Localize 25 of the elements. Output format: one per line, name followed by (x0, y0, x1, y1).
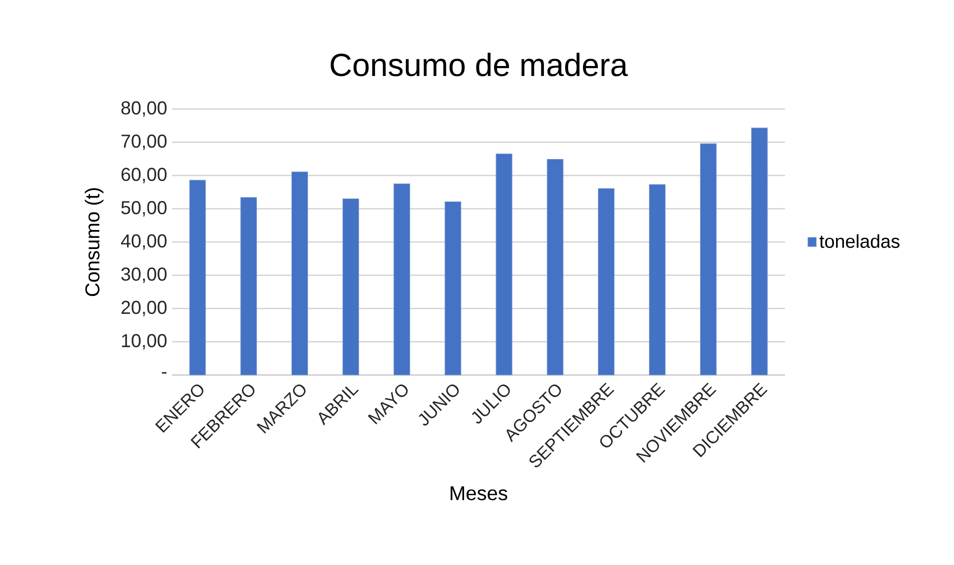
bar (444, 202, 462, 376)
y-tick-label: 30,00 (121, 268, 167, 283)
y-tick-label: 10,00 (122, 334, 167, 350)
y-tick-label: 60,00 (122, 168, 167, 184)
bar (240, 197, 257, 376)
y-axis-title: Consumo (t) (84, 188, 104, 296)
bar (394, 184, 410, 376)
chart-title: Consumo de madera (330, 52, 628, 76)
bar (751, 128, 768, 376)
bar (189, 180, 206, 376)
bar (342, 198, 360, 376)
bar (649, 184, 666, 376)
y-tick-label: 50,00 (121, 201, 167, 216)
bar (291, 172, 308, 376)
y-tick-label: - (162, 372, 166, 374)
y-tick-label: 70,00 (122, 134, 167, 150)
x-axis-title: Meses (450, 486, 508, 500)
bar (496, 154, 512, 376)
legend-label: toneladas (819, 234, 900, 248)
bar (546, 158, 564, 376)
bar (598, 188, 614, 376)
y-tick-label: 40,00 (120, 234, 167, 250)
y-tick-label: 80,00 (121, 101, 167, 117)
bar (700, 143, 717, 376)
y-tick-label: 20,00 (122, 300, 167, 316)
